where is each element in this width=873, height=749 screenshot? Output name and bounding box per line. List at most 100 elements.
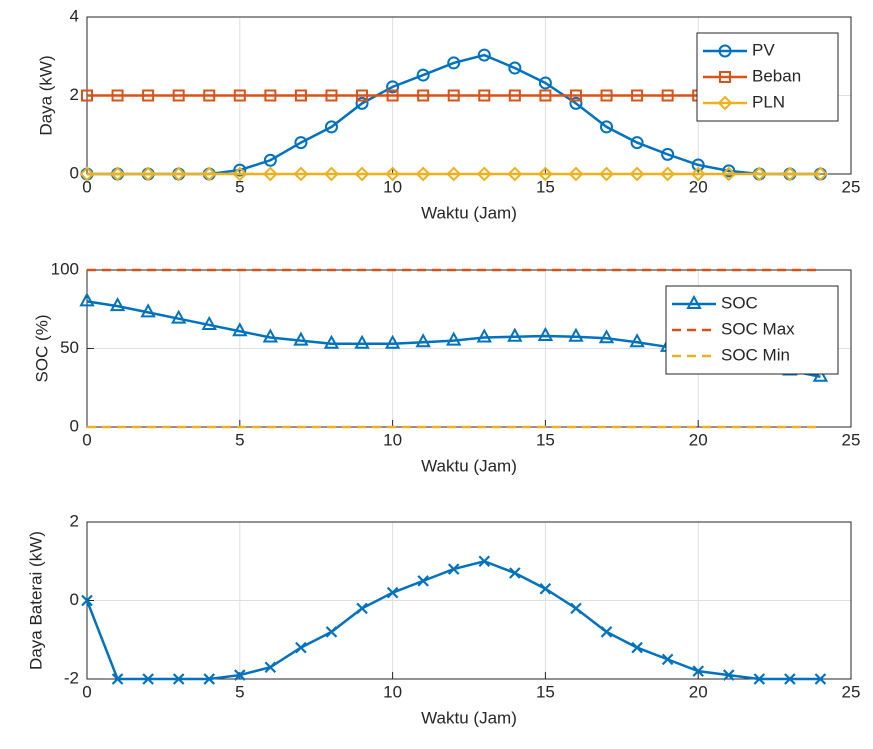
marker	[478, 89, 491, 102]
marker	[813, 166, 828, 182]
marker	[686, 294, 702, 309]
marker	[325, 89, 338, 102]
legend-label: PLN	[752, 92, 785, 111]
marker	[81, 594, 93, 607]
marker	[170, 309, 187, 324]
series-line	[85, 559, 821, 681]
marker	[264, 89, 277, 102]
x-tick-label: 20	[689, 682, 708, 701]
marker	[295, 641, 307, 654]
marker	[447, 89, 460, 102]
marker	[324, 166, 339, 182]
x-tick-label: 5	[235, 682, 244, 701]
plot-area	[81, 555, 827, 685]
x-tick-label: 10	[383, 682, 402, 701]
marker	[415, 333, 431, 348]
marker	[262, 328, 279, 343]
marker	[203, 89, 216, 102]
x-tick-label: 5	[235, 177, 244, 196]
y-axis-label: Daya (kW)	[36, 55, 55, 135]
x-tick-label: 25	[842, 682, 861, 701]
marker	[111, 673, 124, 685]
marker	[476, 166, 492, 182]
marker	[111, 89, 124, 102]
marker	[629, 166, 645, 182]
marker	[232, 166, 248, 182]
marker	[717, 95, 733, 111]
marker	[354, 166, 370, 182]
marker	[293, 166, 309, 182]
marker	[661, 653, 674, 666]
marker	[417, 575, 429, 587]
marker	[233, 163, 247, 177]
marker	[507, 166, 523, 182]
marker	[324, 120, 338, 134]
marker	[447, 56, 461, 70]
marker	[600, 626, 613, 638]
x-tick-label: 15	[536, 177, 555, 196]
legend-label: PV	[752, 40, 775, 59]
legend-label: SOC Min	[721, 345, 790, 364]
marker	[416, 68, 430, 82]
marker	[386, 586, 399, 599]
marker	[569, 96, 583, 110]
marker	[263, 153, 277, 167]
marker	[447, 563, 460, 575]
y-tick-label: 0	[70, 590, 79, 609]
marker	[79, 166, 95, 182]
marker	[325, 626, 338, 638]
marker	[386, 80, 400, 94]
y-tick-label: 2	[70, 85, 79, 104]
legend-label: SOC	[721, 293, 758, 312]
x-tick-label: 5	[235, 430, 244, 449]
marker	[384, 334, 401, 349]
marker	[477, 48, 491, 62]
marker	[631, 641, 643, 654]
legend: SOC SOC Max SOC Min	[665, 285, 839, 375]
marker	[507, 327, 523, 342]
x-tick-label: 15	[536, 682, 555, 701]
marker	[171, 166, 187, 182]
marker	[262, 166, 278, 182]
marker	[233, 89, 246, 102]
marker	[110, 166, 125, 182]
marker	[478, 555, 491, 568]
marker	[600, 120, 614, 134]
marker	[140, 303, 156, 318]
marker	[356, 89, 369, 102]
marker	[784, 673, 796, 685]
marker	[718, 44, 732, 58]
marker	[234, 669, 246, 681]
marker	[538, 76, 552, 90]
marker	[721, 166, 737, 182]
legend: PV Beban PLN	[696, 32, 839, 122]
y-tick-label: 2	[70, 511, 79, 530]
marker	[537, 326, 554, 341]
marker	[293, 331, 309, 346]
marker	[599, 166, 614, 182]
marker	[201, 166, 217, 182]
marker	[661, 89, 674, 102]
marker	[568, 166, 584, 182]
marker	[79, 292, 95, 307]
marker	[692, 665, 704, 677]
marker	[354, 334, 370, 349]
x-axis-label: Waktu (Jam)	[421, 203, 517, 222]
y-tick-label: 0	[70, 163, 79, 182]
marker	[232, 322, 248, 337]
y-tick-label: 4	[70, 6, 79, 25]
marker	[539, 582, 552, 595]
x-tick-label: 0	[82, 682, 91, 701]
legend-label: SOC Max	[721, 319, 795, 338]
marker	[140, 166, 156, 182]
marker	[172, 89, 185, 102]
marker	[81, 89, 93, 102]
marker	[722, 669, 735, 681]
x-axis-label: Waktu (Jam)	[421, 456, 517, 475]
marker	[294, 136, 308, 150]
marker	[142, 89, 155, 102]
x-tick-label: 10	[383, 177, 402, 196]
marker	[417, 89, 430, 102]
